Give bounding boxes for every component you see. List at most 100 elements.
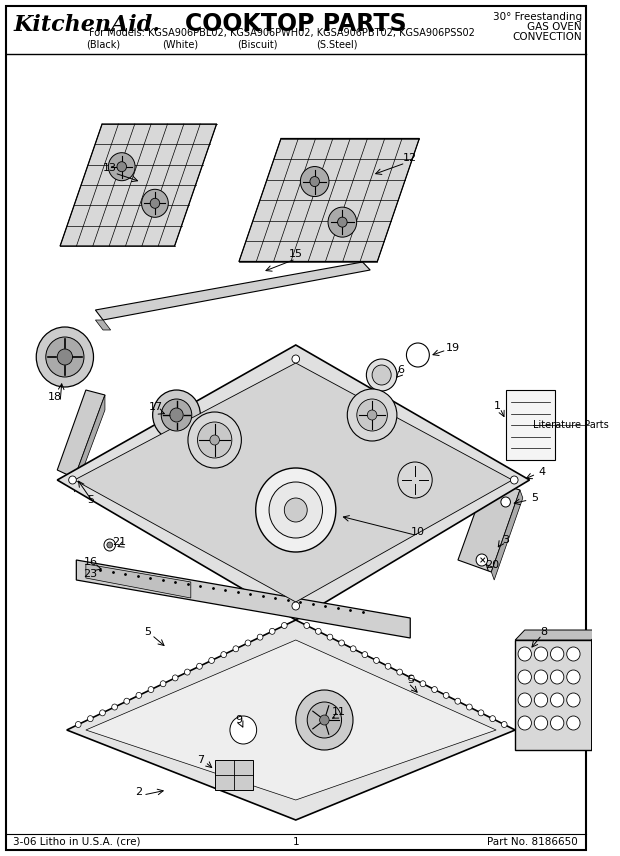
Polygon shape <box>67 620 515 820</box>
Circle shape <box>108 152 135 181</box>
Circle shape <box>374 657 379 663</box>
Circle shape <box>534 693 547 707</box>
Polygon shape <box>74 395 105 492</box>
Circle shape <box>432 687 437 693</box>
Circle shape <box>337 217 347 227</box>
Text: 6: 6 <box>397 365 404 375</box>
Text: COOKTOP PARTS: COOKTOP PARTS <box>185 12 407 36</box>
Circle shape <box>534 716 547 730</box>
Circle shape <box>328 207 356 237</box>
Circle shape <box>57 349 73 365</box>
Polygon shape <box>515 640 591 750</box>
Circle shape <box>104 539 115 551</box>
Circle shape <box>362 651 368 657</box>
Circle shape <box>292 602 299 610</box>
Text: KitchenAid.: KitchenAid. <box>14 14 161 36</box>
Polygon shape <box>215 760 253 790</box>
Circle shape <box>443 693 449 698</box>
Text: eReplacementParts.com: eReplacementParts.com <box>181 424 334 437</box>
Circle shape <box>148 687 154 693</box>
Text: 18: 18 <box>48 392 63 402</box>
Circle shape <box>502 722 507 728</box>
Text: 8: 8 <box>540 627 547 637</box>
Circle shape <box>551 716 564 730</box>
Circle shape <box>209 657 215 663</box>
Polygon shape <box>57 390 105 478</box>
Circle shape <box>455 698 461 704</box>
Text: 3: 3 <box>502 535 509 545</box>
Text: 15: 15 <box>289 249 303 259</box>
Text: 13: 13 <box>103 163 117 173</box>
Circle shape <box>320 715 329 725</box>
Polygon shape <box>74 363 512 602</box>
Circle shape <box>397 669 402 675</box>
Circle shape <box>245 640 251 646</box>
Circle shape <box>510 476 518 484</box>
Circle shape <box>285 498 308 522</box>
Text: 10: 10 <box>411 527 425 537</box>
Circle shape <box>233 645 239 651</box>
Circle shape <box>100 710 105 716</box>
Circle shape <box>518 647 531 661</box>
Circle shape <box>124 698 130 704</box>
Circle shape <box>87 716 93 722</box>
Text: (Biscuit): (Biscuit) <box>237 39 278 49</box>
Text: (White): (White) <box>162 39 198 49</box>
Circle shape <box>296 690 353 750</box>
Text: 30° Freestanding: 30° Freestanding <box>493 12 582 22</box>
Polygon shape <box>458 480 520 572</box>
Circle shape <box>112 704 117 710</box>
Text: 5: 5 <box>87 495 94 505</box>
Text: GAS OVEN: GAS OVEN <box>528 22 582 32</box>
Text: 5: 5 <box>407 675 414 685</box>
Circle shape <box>567 716 580 730</box>
Text: 21: 21 <box>112 537 126 547</box>
Circle shape <box>107 542 113 548</box>
Text: Literature Parts: Literature Parts <box>533 420 609 430</box>
Polygon shape <box>591 630 601 750</box>
Polygon shape <box>491 490 523 580</box>
Circle shape <box>172 675 178 681</box>
Circle shape <box>36 327 94 387</box>
Polygon shape <box>57 345 529 620</box>
Circle shape <box>357 399 388 431</box>
Circle shape <box>567 693 580 707</box>
Polygon shape <box>95 320 111 330</box>
Circle shape <box>476 554 487 566</box>
Text: 7: 7 <box>197 755 204 765</box>
Circle shape <box>534 647 547 661</box>
Circle shape <box>551 647 564 661</box>
Circle shape <box>210 435 219 445</box>
Polygon shape <box>95 262 370 320</box>
Polygon shape <box>239 139 419 261</box>
Circle shape <box>385 663 391 669</box>
Circle shape <box>551 693 564 707</box>
Text: 5: 5 <box>144 627 151 637</box>
Polygon shape <box>60 124 216 246</box>
Circle shape <box>367 410 377 420</box>
Circle shape <box>69 476 76 484</box>
Circle shape <box>567 670 580 684</box>
Circle shape <box>281 622 287 628</box>
Circle shape <box>153 390 200 440</box>
Polygon shape <box>86 564 191 598</box>
Circle shape <box>534 670 547 684</box>
Circle shape <box>221 651 226 657</box>
Text: (Black): (Black) <box>86 39 120 49</box>
Polygon shape <box>515 630 601 640</box>
Circle shape <box>46 337 84 377</box>
Circle shape <box>316 628 321 634</box>
Circle shape <box>518 670 531 684</box>
Circle shape <box>327 634 333 640</box>
Circle shape <box>197 663 202 669</box>
Circle shape <box>304 622 309 628</box>
Circle shape <box>398 462 432 498</box>
Circle shape <box>185 669 190 675</box>
Polygon shape <box>86 640 496 800</box>
Circle shape <box>117 162 126 172</box>
Circle shape <box>490 716 495 722</box>
Circle shape <box>518 716 531 730</box>
Circle shape <box>567 647 580 661</box>
Circle shape <box>161 399 192 431</box>
Text: 11: 11 <box>332 707 346 717</box>
